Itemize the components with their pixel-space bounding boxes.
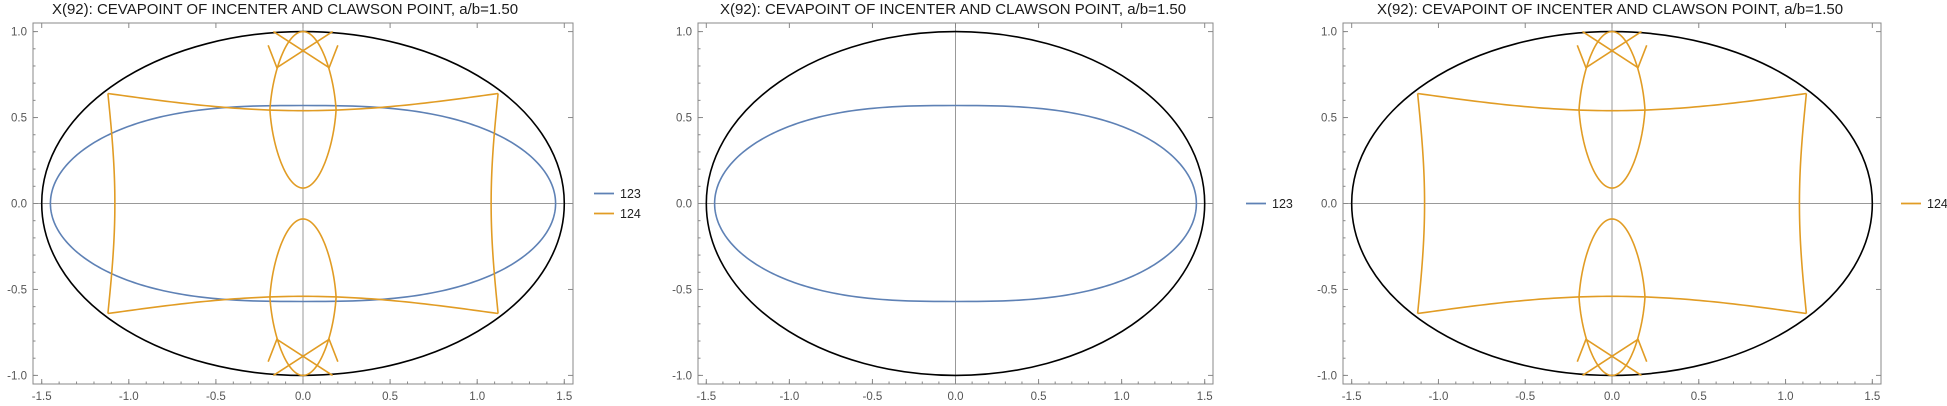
x-tick-label: 0.5 [1031,391,1047,403]
x-tick-label: 0.0 [948,391,964,403]
reference-ellipse [705,30,1206,377]
x-tick-label: 0.0 [1604,391,1620,403]
x-tick-label: -1.0 [1429,391,1449,403]
x-tick-label: 0.5 [382,391,398,403]
x-tick-label: 1.5 [1864,391,1880,403]
x-tick-label: -1.5 [696,391,716,403]
series-123-path [49,104,557,303]
chart-panel-1: X(92): CEVAPOINT OF INCENTER AND CLAWSON… [7,1,641,403]
x-tick-label: -1.0 [779,391,799,403]
series-123-curve [49,104,557,303]
series-124-curve [107,30,499,377]
chart-panel-2: X(92): CEVAPOINT OF INCENTER AND CLAWSON… [672,1,1293,403]
chart-title: X(92): CEVAPOINT OF INCENTER AND CLAWSON… [52,1,518,18]
x-tick-label: 1.5 [1197,391,1213,403]
y-tick-label: -1.0 [672,370,692,382]
x-tick-label: 0.0 [295,391,311,403]
series-124-path [490,93,499,314]
y-tick-label: 0.5 [676,113,692,125]
x-tick-label: -0.5 [863,391,883,403]
legend-label-124: 124 [620,207,641,221]
series-123-path [713,104,1198,303]
x-tick-label: 1.0 [1114,391,1130,403]
series-124-path [1417,295,1807,315]
x-tick-label: 0.5 [1691,391,1707,403]
series-124-path [1798,93,1808,314]
series-124-path [272,30,339,69]
chart-title: X(92): CEVAPOINT OF INCENTER AND CLAWSON… [1377,1,1843,18]
series-124-path [107,93,116,314]
chart-title: X(92): CEVAPOINT OF INCENTER AND CLAWSON… [720,1,1186,18]
y-tick-label: 1.0 [1321,27,1337,39]
y-tick-label: 1.0 [676,27,692,39]
series-124-path [1576,338,1642,377]
x-tick-label: -1.5 [32,391,52,403]
x-tick-label: 1.0 [469,391,485,403]
y-tick-label: 0.5 [1321,113,1337,125]
y-tick-label: 0.0 [676,199,692,211]
series-124-path [107,92,499,112]
series-123-curve [713,104,1198,303]
y-tick-label: 1.0 [11,27,27,39]
y-tick-label: -1.0 [1317,370,1337,382]
y-tick-label: -0.5 [672,284,692,296]
series-124-path [1416,93,1426,314]
series-124-path [1582,338,1648,377]
legend-label-123: 123 [620,187,641,201]
series-124-path [107,295,499,315]
x-tick-label: 1.5 [556,391,572,403]
y-tick-label: -0.5 [1317,284,1337,296]
x-tick-label: -1.0 [119,391,139,403]
legend-label-123: 123 [1272,197,1293,211]
series-124-path [1576,30,1642,69]
series-124-path [267,30,334,69]
y-tick-label: 0.5 [11,113,27,125]
y-tick-label: 0.0 [11,199,27,211]
y-tick-label: 0.0 [1321,199,1337,211]
x-tick-label: -1.5 [1342,391,1362,403]
series-124-path [272,338,339,377]
series-124-path [1417,92,1807,112]
x-tick-label: -0.5 [206,391,226,403]
y-tick-label: -0.5 [7,284,27,296]
legend-label-124: 124 [1927,197,1947,211]
chart-panel-3: X(92): CEVAPOINT OF INCENTER AND CLAWSON… [1317,1,1947,403]
x-tick-label: 1.0 [1778,391,1794,403]
x-tick-label: -0.5 [1515,391,1535,403]
y-tick-label: -1.0 [7,370,27,382]
series-124-curve [1416,30,1808,377]
series-124-path [267,338,334,377]
series-124-path [1582,30,1648,69]
